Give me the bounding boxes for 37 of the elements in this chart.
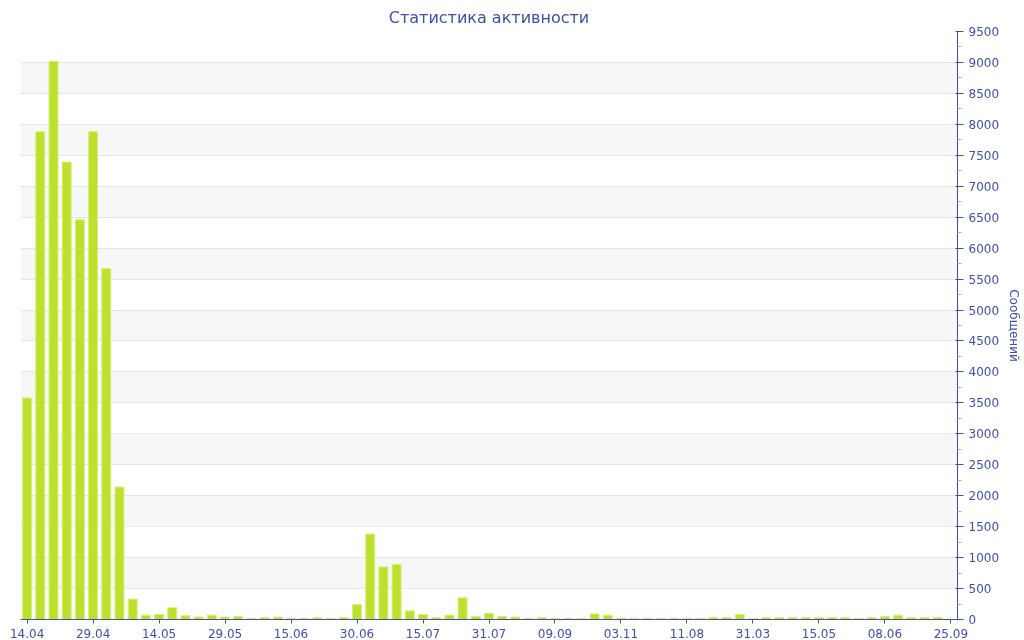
y2-tick-label: 1000: [968, 551, 1000, 566]
y2-tick-label: 5000: [968, 303, 1000, 318]
y2-axis-title: Сообщений: [1007, 289, 1022, 362]
x-tick-label: 25.09: [933, 626, 969, 640]
y2-tick-label: 1500: [968, 520, 1000, 535]
y2-tick-label: 7500: [968, 148, 1000, 163]
y2-tick-label: 4500: [968, 334, 1000, 349]
chart-title: Статистика активности: [388, 7, 590, 27]
x-tick-label: 15.05: [801, 626, 837, 640]
x-tick-label: 09.09: [537, 626, 573, 640]
y2-tick-label: 5500: [968, 272, 1000, 287]
y2-tick-label: 500: [968, 582, 992, 597]
y2-tick-label: 0: [968, 613, 977, 627]
y2-tick-label: 3000: [968, 427, 1000, 442]
y2-tick-label: 4000: [968, 365, 1000, 380]
x-tick-label: 03.11: [603, 626, 639, 640]
x-tick-label: 14.05: [141, 626, 177, 640]
y2-tick-label: 6500: [968, 210, 1000, 225]
y2-tick-label: 3500: [968, 396, 1000, 411]
x-tick-label: 29.05: [207, 626, 243, 640]
x-tick-label: 08.06: [867, 626, 903, 640]
y2-tick-label: 7000: [968, 179, 1000, 194]
y2-tick-label: 9000: [968, 55, 1000, 70]
x-tick-label: 14.04: [9, 626, 45, 640]
y2-tick-label: 6000: [968, 241, 1000, 256]
x-tick-label: 30.06: [339, 626, 375, 640]
y2-tick-label: 8500: [968, 86, 1000, 101]
y2-tick-label: 2000: [968, 489, 1000, 504]
x-tick-label: 31.07: [471, 626, 507, 640]
y2-tick-label: 9500: [968, 25, 1000, 39]
x-tick-label: 29.04: [75, 626, 111, 640]
x-tick-label: 15.07: [405, 626, 441, 640]
x-tick-label: 31.03: [735, 626, 771, 640]
x-tick-label: 15.06: [273, 626, 309, 640]
y2-tick-label: 2500: [968, 458, 1000, 473]
y2-tick-label: 8000: [968, 117, 1000, 132]
x-tick-label: 11.08: [669, 626, 705, 640]
